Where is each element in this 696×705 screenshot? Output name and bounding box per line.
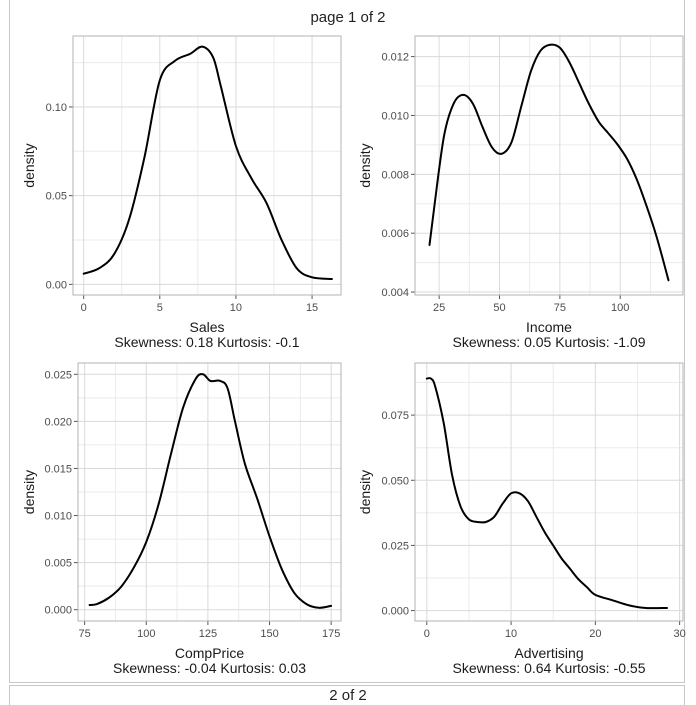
x-tick-label: 100 bbox=[611, 302, 629, 314]
y-axis-title: density bbox=[357, 143, 373, 187]
y-tick-label: 0.025 bbox=[44, 369, 72, 381]
y-tick-label: 0.010 bbox=[44, 511, 72, 523]
x-tick-label: 5 bbox=[157, 302, 163, 314]
panel-border bbox=[72, 35, 342, 296]
y-tick-label: 0.008 bbox=[381, 169, 409, 181]
skewness-kurtosis-label: Skewness: 0.05 Kurtosis: -1.09 bbox=[453, 334, 646, 350]
y-tick-label: 0.020 bbox=[44, 416, 72, 428]
skewness-kurtosis-label: Skewness: -0.04 Kurtosis: 0.03 bbox=[113, 660, 306, 676]
x-axis-title: Advertising bbox=[514, 645, 583, 661]
x-axis-title: Sales bbox=[189, 319, 224, 335]
y-tick-label: 0.00 bbox=[46, 279, 67, 291]
x-tick-label: 0 bbox=[424, 628, 430, 640]
density-curve bbox=[428, 43, 670, 282]
y-tick-label: 0.05 bbox=[46, 191, 67, 203]
y-tick-label: 0.075 bbox=[381, 410, 409, 422]
y-tick-label: 0.025 bbox=[381, 540, 409, 552]
x-tick-label: 30 bbox=[674, 628, 686, 640]
y-tick-label: 0.005 bbox=[44, 558, 72, 570]
skewness-kurtosis-label: Skewness: 0.18 Kurtosis: -0.1 bbox=[114, 334, 299, 350]
x-tick-label: 10 bbox=[505, 628, 517, 640]
y-tick-label: 0.10 bbox=[46, 102, 67, 114]
x-tick-label: 25 bbox=[433, 302, 445, 314]
y-axis-title: density bbox=[21, 143, 37, 187]
panel-border bbox=[414, 362, 684, 622]
y-axis-title: density bbox=[357, 470, 373, 514]
density-chart-3: 75 100 125 150 175 0.000 0.005 0.010 0.015 0.020 0… bbox=[21, 362, 342, 676]
x-tick-label: 50 bbox=[493, 302, 505, 314]
y-tick-label: 0.050 bbox=[381, 475, 409, 487]
y-tick-label: 0.004 bbox=[381, 287, 409, 299]
y-tick-label: 0.015 bbox=[44, 463, 72, 475]
x-axis-title: Income bbox=[526, 319, 572, 335]
page-frame bbox=[9, 0, 685, 683]
page-title: page 1 of 2 bbox=[310, 9, 386, 26]
density-curve bbox=[425, 377, 668, 610]
y-tick-label: 0.010 bbox=[381, 110, 409, 122]
x-tick-label: 125 bbox=[199, 628, 217, 640]
panel-border bbox=[77, 362, 342, 622]
density-curve bbox=[82, 45, 333, 280]
y-axis-title: density bbox=[21, 470, 37, 514]
x-tick-label: 10 bbox=[230, 302, 242, 314]
x-tick-label: 15 bbox=[306, 302, 318, 314]
y-tick-label: 0.012 bbox=[381, 52, 409, 64]
y-tick-label: 0.006 bbox=[381, 228, 409, 240]
density-chart-4: 0 10 20 30 0.000 0.025 0.050 0.075 AdvertisingSk… bbox=[357, 362, 686, 676]
x-tick-label: 75 bbox=[79, 628, 91, 640]
panel-border bbox=[414, 35, 684, 296]
x-tick-label: 0 bbox=[81, 302, 87, 314]
x-axis-title: CompPrice bbox=[175, 645, 244, 661]
y-tick-label: 0.000 bbox=[44, 605, 72, 617]
skewness-kurtosis-label: Skewness: 0.64 Kurtosis: -0.55 bbox=[453, 660, 646, 676]
x-tick-label: 100 bbox=[137, 628, 155, 640]
density-curve bbox=[88, 373, 333, 609]
y-tick-label: 0.000 bbox=[381, 606, 409, 618]
density-chart-2: 25 50 75 100 0.004 0.006 0.008 0.010 0.012 Income… bbox=[357, 35, 684, 350]
x-tick-label: 175 bbox=[322, 628, 340, 640]
x-tick-label: 150 bbox=[260, 628, 278, 640]
x-tick-label: 20 bbox=[589, 628, 601, 640]
x-tick-label: 75 bbox=[554, 302, 566, 314]
